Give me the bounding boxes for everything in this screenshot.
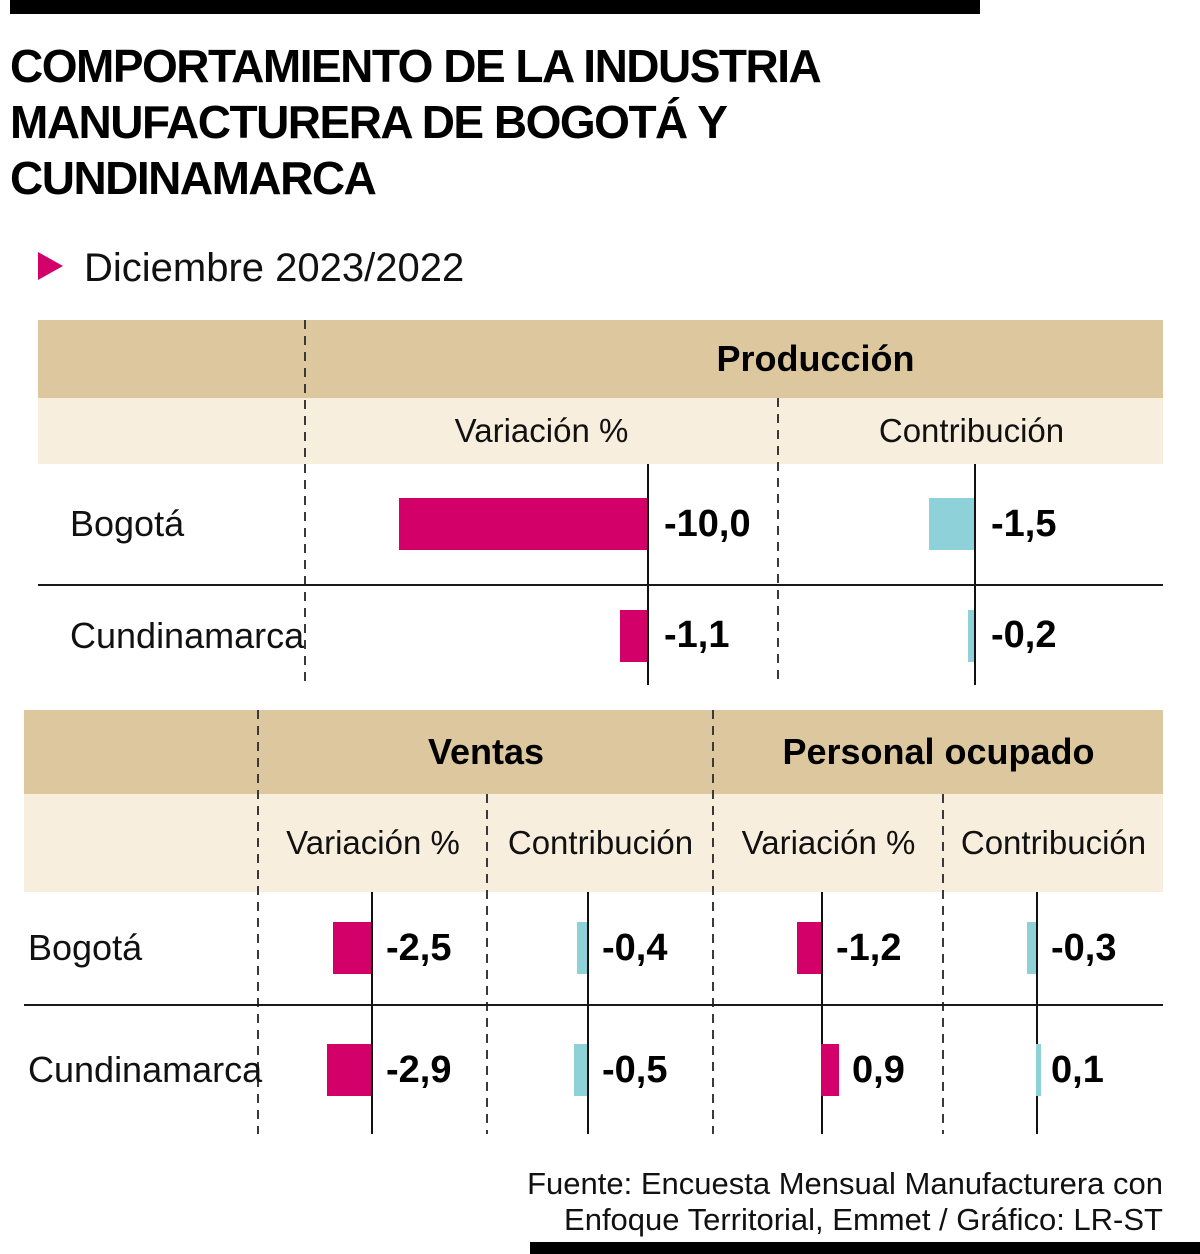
dashed-separator-ventas-personal (712, 710, 714, 1134)
group-header-ventas: Ventas (427, 731, 545, 772)
value-bogota-ventas-contribucion: -0,4 (602, 927, 668, 969)
page-title: COMPORTAMIENTO DE LA INDUSTRIA MANUFACTU… (10, 38, 822, 206)
produccion-subheader-band (38, 398, 1163, 464)
dashed-separator-ventas-var-contrib (486, 794, 488, 1134)
row-label-cundinamarca-t2: Cundinamarca (28, 1049, 263, 1090)
bar-bogota-produccion-variacion (399, 498, 647, 550)
group-header-produccion: Producción (716, 338, 915, 379)
page-title-line-3: CUNDINAMARCA (10, 152, 377, 204)
dashed-separator-personal-var-contrib (942, 794, 944, 1134)
group-header-personal-ocupado: Personal ocupado (782, 731, 1095, 772)
bar-bogota-personal-contribucion (1027, 922, 1036, 974)
value-bogota-personal-variacion: -1,2 (836, 927, 902, 969)
produccion-header-band (38, 320, 1163, 398)
col-header-personal-contribucion: Contribución (960, 824, 1147, 861)
bar-bogota-ventas-contribucion (576, 922, 587, 974)
bar-bogota-ventas-variacion (333, 922, 371, 974)
zero-axis-produccion-contribucion (974, 464, 976, 685)
ventas-personal-subheader-band (24, 794, 1163, 892)
value-bogota-ventas-variacion: -2,5 (386, 927, 452, 969)
zero-axis-ventas-contribucion (587, 892, 589, 1134)
row-label-cundinamarca-t1: Cundinamarca (70, 615, 305, 656)
dashed-separator-labels-t1 (304, 320, 306, 685)
col-header-ventas-contribucion: Contribución (507, 824, 694, 861)
zero-axis-personal-contribucion (1036, 892, 1038, 1134)
value-cundinamarca-personal-contribucion: 0,1 (1051, 1049, 1104, 1091)
dashed-separator-labels-t2 (257, 710, 259, 1134)
value-cundinamarca-personal-variacion: 0,9 (852, 1049, 905, 1091)
value-cundinamarca-ventas-variacion: -2,9 (386, 1049, 452, 1091)
page-title-line-1: COMPORTAMIENTO DE LA INDUSTRIA (10, 40, 822, 92)
col-header-personal-variacion: Variación % (741, 824, 916, 861)
zero-axis-personal-variacion (821, 892, 823, 1134)
bar-cundinamarca-produccion-variacion (619, 610, 647, 662)
triangle-right-icon (38, 252, 63, 280)
source-credit: Fuente: Encuesta Mensual Manufacturera c… (300, 1166, 1163, 1238)
col-header-produccion-variacion: Variación % (454, 412, 629, 449)
row-divider-t2 (24, 1004, 1163, 1006)
dashed-separator-variacion-contribucion-t1 (777, 398, 779, 685)
ventas-personal-header-band (24, 710, 1163, 794)
bar-bogota-personal-variacion (797, 922, 821, 974)
bar-cundinamarca-produccion-contribucion (968, 610, 974, 662)
source-line-1: Fuente: Encuesta Mensual Manufacturera c… (527, 1166, 1163, 1201)
value-bogota-personal-contribucion: -0,3 (1051, 927, 1117, 969)
col-header-ventas-variacion: Variación % (286, 824, 460, 861)
source-line-2: Enfoque Territorial, Emmet / Gráfico: LR… (564, 1202, 1163, 1237)
zero-axis-produccion-variacion (647, 464, 649, 685)
value-cundinamarca-produccion-variacion: -1,1 (664, 614, 730, 656)
bottom-rule-bar (530, 1242, 1200, 1254)
value-cundinamarca-ventas-contribucion: -0,5 (602, 1049, 668, 1091)
bar-cundinamarca-ventas-contribucion (574, 1044, 587, 1096)
col-header-produccion-contribucion: Contribución (878, 412, 1065, 449)
row-label-bogota-t1: Bogotá (70, 503, 185, 544)
row-divider-t1 (38, 584, 1163, 586)
period-subtitle: Diciembre 2023/2022 (84, 246, 465, 290)
bar-cundinamarca-personal-contribucion (1036, 1044, 1041, 1096)
value-bogota-produccion-variacion: -10,0 (664, 503, 751, 545)
value-cundinamarca-produccion-contribucion: -0,2 (991, 614, 1057, 656)
bar-cundinamarca-personal-variacion (821, 1044, 839, 1096)
row-label-bogota-t2: Bogotá (28, 927, 143, 968)
bar-cundinamarca-ventas-variacion (326, 1044, 371, 1096)
zero-axis-ventas-variacion (371, 892, 373, 1134)
page-title-line-2: MANUFACTURERA DE BOGOTÁ Y (10, 96, 728, 148)
top-rule-bar (10, 0, 980, 14)
value-bogota-produccion-contribucion: -1,5 (991, 503, 1057, 545)
bar-bogota-produccion-contribucion (929, 498, 974, 550)
